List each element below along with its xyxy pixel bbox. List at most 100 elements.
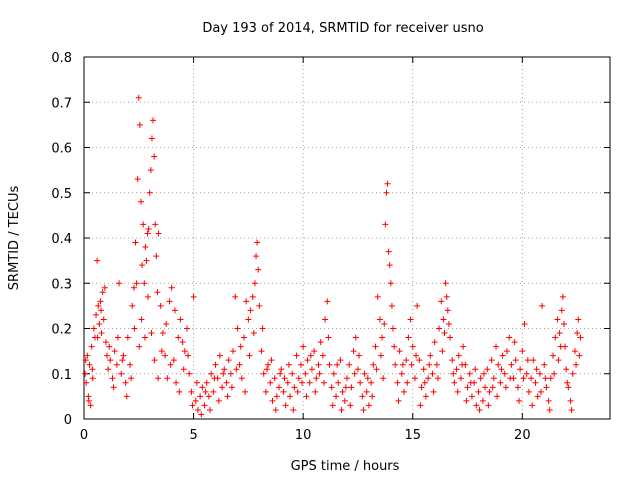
- data-point: [365, 402, 372, 409]
- data-point: [268, 357, 275, 364]
- data-point: [356, 352, 363, 359]
- data-point: [554, 316, 561, 323]
- data-point: [339, 388, 346, 395]
- data-point: [139, 262, 146, 269]
- data-point: [404, 379, 411, 386]
- data-point: [574, 330, 581, 337]
- data-point: [110, 384, 117, 391]
- data-point: [499, 352, 506, 359]
- data-point: [313, 375, 320, 382]
- data-point: [573, 361, 580, 368]
- data-point: [517, 366, 524, 373]
- data-point: [299, 379, 306, 386]
- data-point: [144, 230, 151, 237]
- data-point: [512, 357, 519, 364]
- data-point: [320, 379, 327, 386]
- x-tick-label: 5: [189, 428, 197, 443]
- data-point: [290, 406, 297, 413]
- data-point: [136, 121, 143, 128]
- data-point: [95, 302, 102, 309]
- data-point: [287, 393, 294, 400]
- data-point: [232, 293, 239, 300]
- data-point: [399, 361, 406, 368]
- data-point: [224, 393, 231, 400]
- data-point: [405, 334, 412, 341]
- data-point: [207, 406, 214, 413]
- data-point: [560, 320, 567, 327]
- data-point: [113, 361, 120, 368]
- data-point: [431, 339, 438, 346]
- data-point: [135, 94, 142, 101]
- data-point: [119, 357, 126, 364]
- data-point: [490, 375, 497, 382]
- data-point: [563, 366, 570, 373]
- data-point: [116, 280, 123, 287]
- data-point: [94, 257, 101, 264]
- data-point: [189, 402, 196, 409]
- data-point: [480, 370, 487, 377]
- y-tick-label: 0.6: [51, 142, 72, 157]
- data-point: [294, 388, 301, 395]
- data-point: [459, 361, 466, 368]
- data-point: [253, 253, 260, 260]
- data-point: [454, 388, 461, 395]
- x-axis-tick-labels: 0 5 10 15 20: [80, 428, 531, 443]
- data-point: [219, 384, 226, 391]
- data-point: [407, 316, 414, 323]
- data-points: [82, 94, 584, 418]
- data-point: [256, 302, 263, 309]
- data-point: [285, 361, 292, 368]
- data-point: [155, 375, 162, 382]
- data-point: [131, 325, 138, 332]
- data-point: [245, 316, 252, 323]
- y-tick-label: 0.7: [51, 96, 72, 111]
- data-point: [188, 388, 195, 395]
- data-point: [498, 366, 505, 373]
- data-point: [151, 357, 158, 364]
- data-point: [227, 370, 234, 377]
- data-point: [198, 411, 205, 418]
- data-point: [127, 361, 134, 368]
- data-point: [434, 375, 441, 382]
- y-tick-label: 0.1: [51, 368, 72, 383]
- data-point: [539, 302, 546, 309]
- y-axis-label: SRMTID / TECUs: [7, 186, 22, 291]
- data-point: [429, 370, 436, 377]
- data-point: [312, 388, 319, 395]
- data-point: [497, 379, 504, 386]
- data-point: [163, 320, 170, 327]
- data-point: [311, 348, 318, 355]
- data-point: [372, 343, 379, 350]
- data-point: [575, 316, 582, 323]
- data-point: [433, 361, 440, 368]
- data-point: [167, 361, 174, 368]
- data-point: [476, 406, 483, 413]
- data-point: [438, 298, 445, 305]
- data-point: [302, 370, 309, 377]
- data-point: [369, 393, 376, 400]
- data-point: [392, 361, 399, 368]
- data-point: [467, 379, 474, 386]
- data-point: [506, 334, 513, 341]
- data-point: [193, 379, 200, 386]
- data-point: [485, 402, 492, 409]
- data-point: [451, 379, 458, 386]
- data-point: [383, 189, 390, 196]
- data-point: [447, 334, 454, 341]
- data-point: [146, 189, 153, 196]
- data-point: [307, 352, 314, 359]
- data-point: [396, 348, 403, 355]
- data-point: [289, 370, 296, 377]
- data-point: [420, 366, 427, 373]
- data-point: [151, 153, 158, 160]
- data-point: [466, 370, 473, 377]
- data-point: [147, 167, 154, 174]
- data-point: [114, 334, 121, 341]
- data-point: [368, 379, 375, 386]
- data-point: [325, 334, 332, 341]
- y-tick-label: 0.2: [51, 323, 72, 338]
- data-point: [445, 320, 452, 327]
- data-point: [100, 316, 107, 323]
- x-tick-label: 0: [80, 428, 88, 443]
